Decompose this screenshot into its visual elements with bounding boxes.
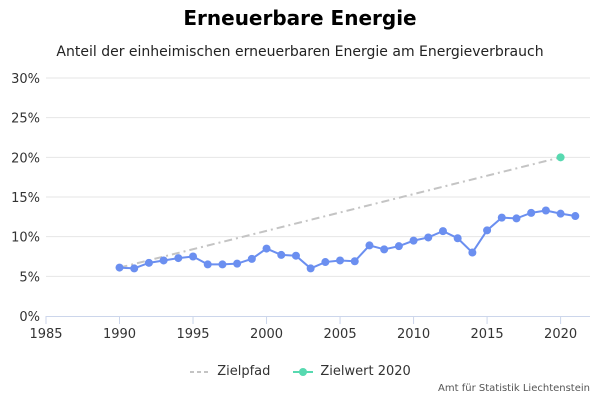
legend-label-zielpfad: Zielpfad [217, 364, 271, 379]
data-point [189, 252, 198, 261]
legend-item-zielpfad[interactable]: Zielpfad [189, 364, 270, 379]
credits[interactable]: Amt für Statistik Liechtenstein [438, 383, 590, 394]
y-tick-label: 30% [11, 72, 40, 87]
data-point [483, 226, 492, 235]
data-point [365, 241, 374, 250]
y-tick-label: 20% [11, 151, 40, 166]
series-zielpfad-line [119, 156, 561, 269]
data-point [380, 245, 389, 254]
data-point [277, 250, 286, 259]
x-tick-label: 2020 [544, 327, 577, 342]
data-point [556, 209, 565, 218]
x-tick-label: 2005 [324, 327, 357, 342]
legend: Zielpfad Zielwert 2020 [0, 364, 600, 379]
chart-subtitle: Anteil der einheimischen erneuerbaren En… [56, 44, 544, 60]
data-point [527, 208, 536, 217]
data-point [336, 256, 345, 265]
data-point [321, 258, 330, 267]
y-tick-label: 25% [11, 112, 40, 127]
data-point [144, 258, 153, 267]
x-tick-label: 1995 [176, 327, 209, 342]
data-point [541, 206, 550, 215]
data-point [159, 256, 168, 265]
data-point [262, 244, 271, 253]
data-point [218, 260, 227, 269]
data-point [233, 259, 242, 268]
data-point [453, 234, 462, 243]
x-tick-label: 2010 [397, 327, 430, 342]
legend-item-zielwert[interactable]: Zielwert 2020 [292, 364, 411, 379]
y-tick-label: 15% [11, 191, 40, 206]
legend-label-zielwert: Zielwert 2020 [320, 364, 411, 379]
data-point [468, 248, 477, 257]
data-point [409, 236, 418, 245]
data-point [394, 242, 403, 251]
data-point [571, 212, 580, 221]
y-tick-label: 0% [19, 310, 40, 325]
data-point [512, 214, 521, 223]
y-tick-label: 10% [11, 231, 40, 246]
data-point [306, 264, 315, 273]
y-tick-label: 5% [19, 270, 40, 285]
data-point [350, 257, 359, 266]
data-point [115, 263, 124, 272]
series-anteil-line [119, 209, 576, 270]
data-point [130, 264, 139, 273]
data-point [438, 227, 447, 236]
x-tick-label: 2000 [250, 327, 283, 342]
legend-swatch-zielwert [293, 367, 314, 376]
chart-title: Erneuerbare Energie [183, 6, 417, 30]
data-point [497, 213, 506, 222]
data-point [247, 254, 256, 263]
data-point [424, 233, 433, 242]
zielwert-2020-point [556, 153, 565, 162]
x-tick-label: 2015 [471, 327, 504, 342]
data-point [174, 254, 183, 263]
x-tick-label: 1985 [29, 327, 62, 342]
x-tick-label: 1990 [103, 327, 136, 342]
data-point [203, 260, 212, 269]
legend-swatch-zielpfad [190, 370, 211, 373]
data-point [291, 251, 300, 260]
